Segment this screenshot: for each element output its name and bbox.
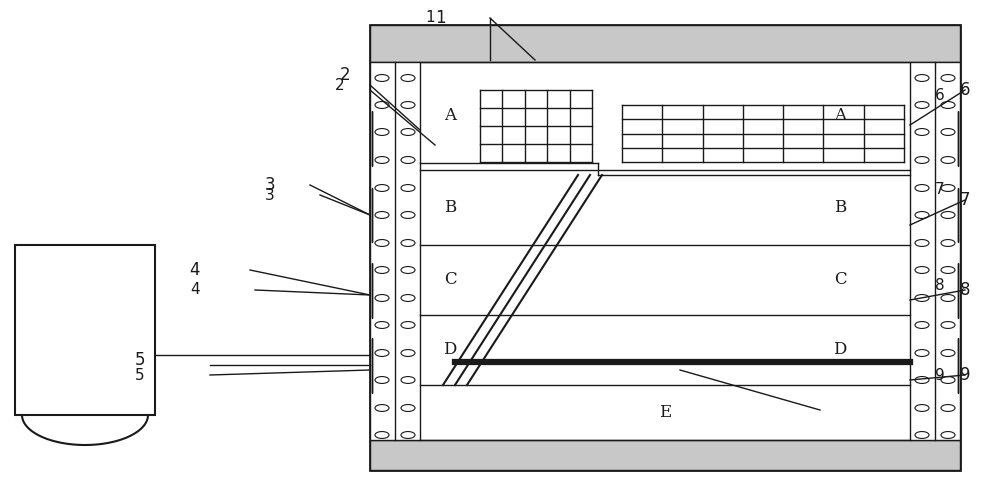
Circle shape [375,211,389,218]
Text: 3: 3 [265,188,275,203]
Circle shape [915,350,929,357]
Circle shape [401,240,415,247]
Text: 7: 7 [935,182,945,198]
Text: 4: 4 [190,261,200,279]
Text: C: C [834,272,846,288]
Bar [370,62,420,440]
Circle shape [915,102,929,109]
Text: 5: 5 [135,351,145,369]
Circle shape [941,102,955,109]
Bar [370,25,960,62]
Circle shape [915,322,929,329]
Circle shape [941,405,955,412]
Text: D: D [833,341,847,359]
Circle shape [915,294,929,301]
Text: 8: 8 [960,281,970,299]
Circle shape [375,350,389,357]
Circle shape [915,185,929,192]
Circle shape [941,157,955,164]
Circle shape [915,75,929,82]
Circle shape [401,432,415,439]
Circle shape [941,267,955,274]
Circle shape [375,128,389,135]
Circle shape [941,432,955,439]
Circle shape [941,75,955,82]
Circle shape [915,432,929,439]
Circle shape [375,185,389,192]
Circle shape [375,405,389,412]
Text: 8: 8 [935,278,945,292]
Circle shape [941,294,955,301]
Text: D: D [443,341,457,359]
Circle shape [401,102,415,109]
Text: 6: 6 [960,81,970,99]
Circle shape [375,376,389,383]
Circle shape [401,128,415,135]
Circle shape [941,376,955,383]
Bar [370,25,960,470]
Text: 3: 3 [265,176,275,194]
Text: 2: 2 [340,66,350,84]
Text: 6: 6 [935,87,945,102]
Circle shape [375,294,389,301]
Text: A: A [444,108,456,124]
Text: 1: 1 [425,10,435,26]
Circle shape [915,405,929,412]
Text: 7: 7 [960,191,970,209]
Circle shape [375,267,389,274]
Circle shape [941,350,955,357]
Circle shape [401,267,415,274]
Text: 2: 2 [335,78,345,92]
Circle shape [941,322,955,329]
Circle shape [375,157,389,164]
Circle shape [941,240,955,247]
Circle shape [941,128,955,135]
Circle shape [915,376,929,383]
Circle shape [401,322,415,329]
Bar [370,440,960,470]
Circle shape [401,211,415,218]
Text: 5: 5 [135,368,145,382]
Circle shape [375,75,389,82]
Circle shape [915,211,929,218]
Circle shape [401,75,415,82]
Circle shape [401,405,415,412]
Text: B: B [444,199,456,216]
Text: B: B [834,199,846,216]
Text: 4: 4 [190,283,200,297]
Circle shape [375,102,389,109]
Circle shape [401,294,415,301]
Circle shape [401,185,415,192]
Circle shape [375,432,389,439]
Text: A: A [834,108,846,124]
Text: 9: 9 [960,366,970,384]
Circle shape [915,267,929,274]
Text: 9: 9 [935,368,945,382]
Bar [910,62,960,440]
Circle shape [915,240,929,247]
Circle shape [401,376,415,383]
Text: 1: 1 [435,9,445,27]
Circle shape [915,157,929,164]
Circle shape [401,350,415,357]
Circle shape [375,322,389,329]
Circle shape [375,240,389,247]
Text: E: E [659,404,671,421]
Circle shape [915,128,929,135]
Circle shape [941,211,955,218]
Bar [15,245,155,415]
Text: C: C [444,272,456,288]
Circle shape [401,157,415,164]
Circle shape [941,185,955,192]
